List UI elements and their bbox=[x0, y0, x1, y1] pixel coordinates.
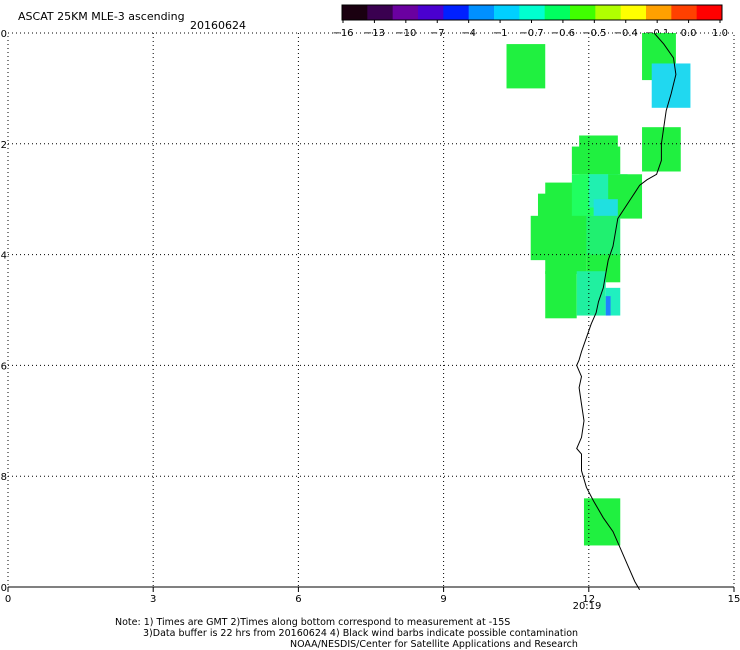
x-tick-label: 12 bbox=[582, 594, 595, 605]
colorbar bbox=[341, 4, 723, 21]
colorbar-label: −0.6 bbox=[551, 28, 575, 39]
colorbar-label: −0.4 bbox=[614, 28, 638, 39]
map-title: ASCAT 25KM MLE-3 ascending bbox=[18, 10, 185, 23]
map-date: 20160624 bbox=[190, 19, 246, 32]
y-tick-label: −14 bbox=[0, 251, 7, 262]
x-tick-label: 0 bbox=[5, 594, 11, 605]
note-line-1: Note: 1) Times are GMT 2)Times along bot… bbox=[115, 617, 510, 628]
colorbar-label: −10 bbox=[395, 28, 416, 39]
colorbar-segment bbox=[519, 5, 546, 20]
colorbar-segment bbox=[392, 5, 419, 20]
colorbar-segment bbox=[696, 5, 723, 20]
y-tick-label: −18 bbox=[0, 472, 7, 483]
y-tick-label: −10 bbox=[0, 29, 7, 40]
colorbar-segment bbox=[671, 5, 698, 20]
time-label: 20:19 bbox=[573, 601, 602, 612]
colorbar-label: −0.5 bbox=[582, 28, 606, 39]
colorbar-segment bbox=[367, 5, 394, 20]
colorbar-segment bbox=[646, 5, 672, 20]
data-cell bbox=[545, 249, 587, 274]
map-frame bbox=[7, 32, 735, 588]
y-tick-label: −16 bbox=[0, 361, 7, 372]
y-axis-ticks: −10 −12 −14 −16 −18 −20 bbox=[0, 29, 7, 594]
x-tick-label: 15 bbox=[728, 594, 740, 605]
colorbar-segment bbox=[544, 5, 571, 20]
y-tick-label: −12 bbox=[0, 140, 7, 151]
data-cells bbox=[506, 33, 691, 546]
colorbar-segment bbox=[342, 5, 368, 20]
colorbar-segment bbox=[468, 5, 495, 20]
colorbar-label: −16 bbox=[332, 28, 353, 39]
data-cell bbox=[571, 146, 621, 175]
colorbar-label: −7 bbox=[430, 28, 445, 39]
x-tick-label: 6 bbox=[295, 594, 301, 605]
x-tick-label: 9 bbox=[440, 594, 446, 605]
x-axis-ticks: 0 3 6 9 12 15 bbox=[5, 587, 740, 605]
colorbar-segment bbox=[570, 5, 596, 20]
data-cell bbox=[583, 498, 621, 546]
colorbar-label: −13 bbox=[364, 28, 385, 39]
data-cell bbox=[506, 44, 546, 89]
data-cell bbox=[605, 296, 611, 316]
y-tick-label: −20 bbox=[0, 583, 7, 594]
note-line-3: NOAA/NESDIS/Center for Satellite Applica… bbox=[290, 639, 578, 650]
colorbar-segment bbox=[595, 5, 622, 20]
data-cell bbox=[545, 271, 577, 319]
grid-lines bbox=[8, 33, 734, 588]
colorbar-segment bbox=[494, 5, 520, 20]
colorbar-label: −0.7 bbox=[519, 28, 543, 39]
coastline bbox=[576, 32, 677, 591]
note-line-2: 3)Data buffer is 22 hrs from 20160624 4)… bbox=[143, 628, 578, 639]
data-cell bbox=[651, 63, 691, 108]
colorbar-segment bbox=[418, 5, 444, 20]
x-tick-label: 3 bbox=[150, 594, 156, 605]
colorbar-segment bbox=[443, 5, 470, 20]
colorbar-segment bbox=[620, 5, 647, 20]
